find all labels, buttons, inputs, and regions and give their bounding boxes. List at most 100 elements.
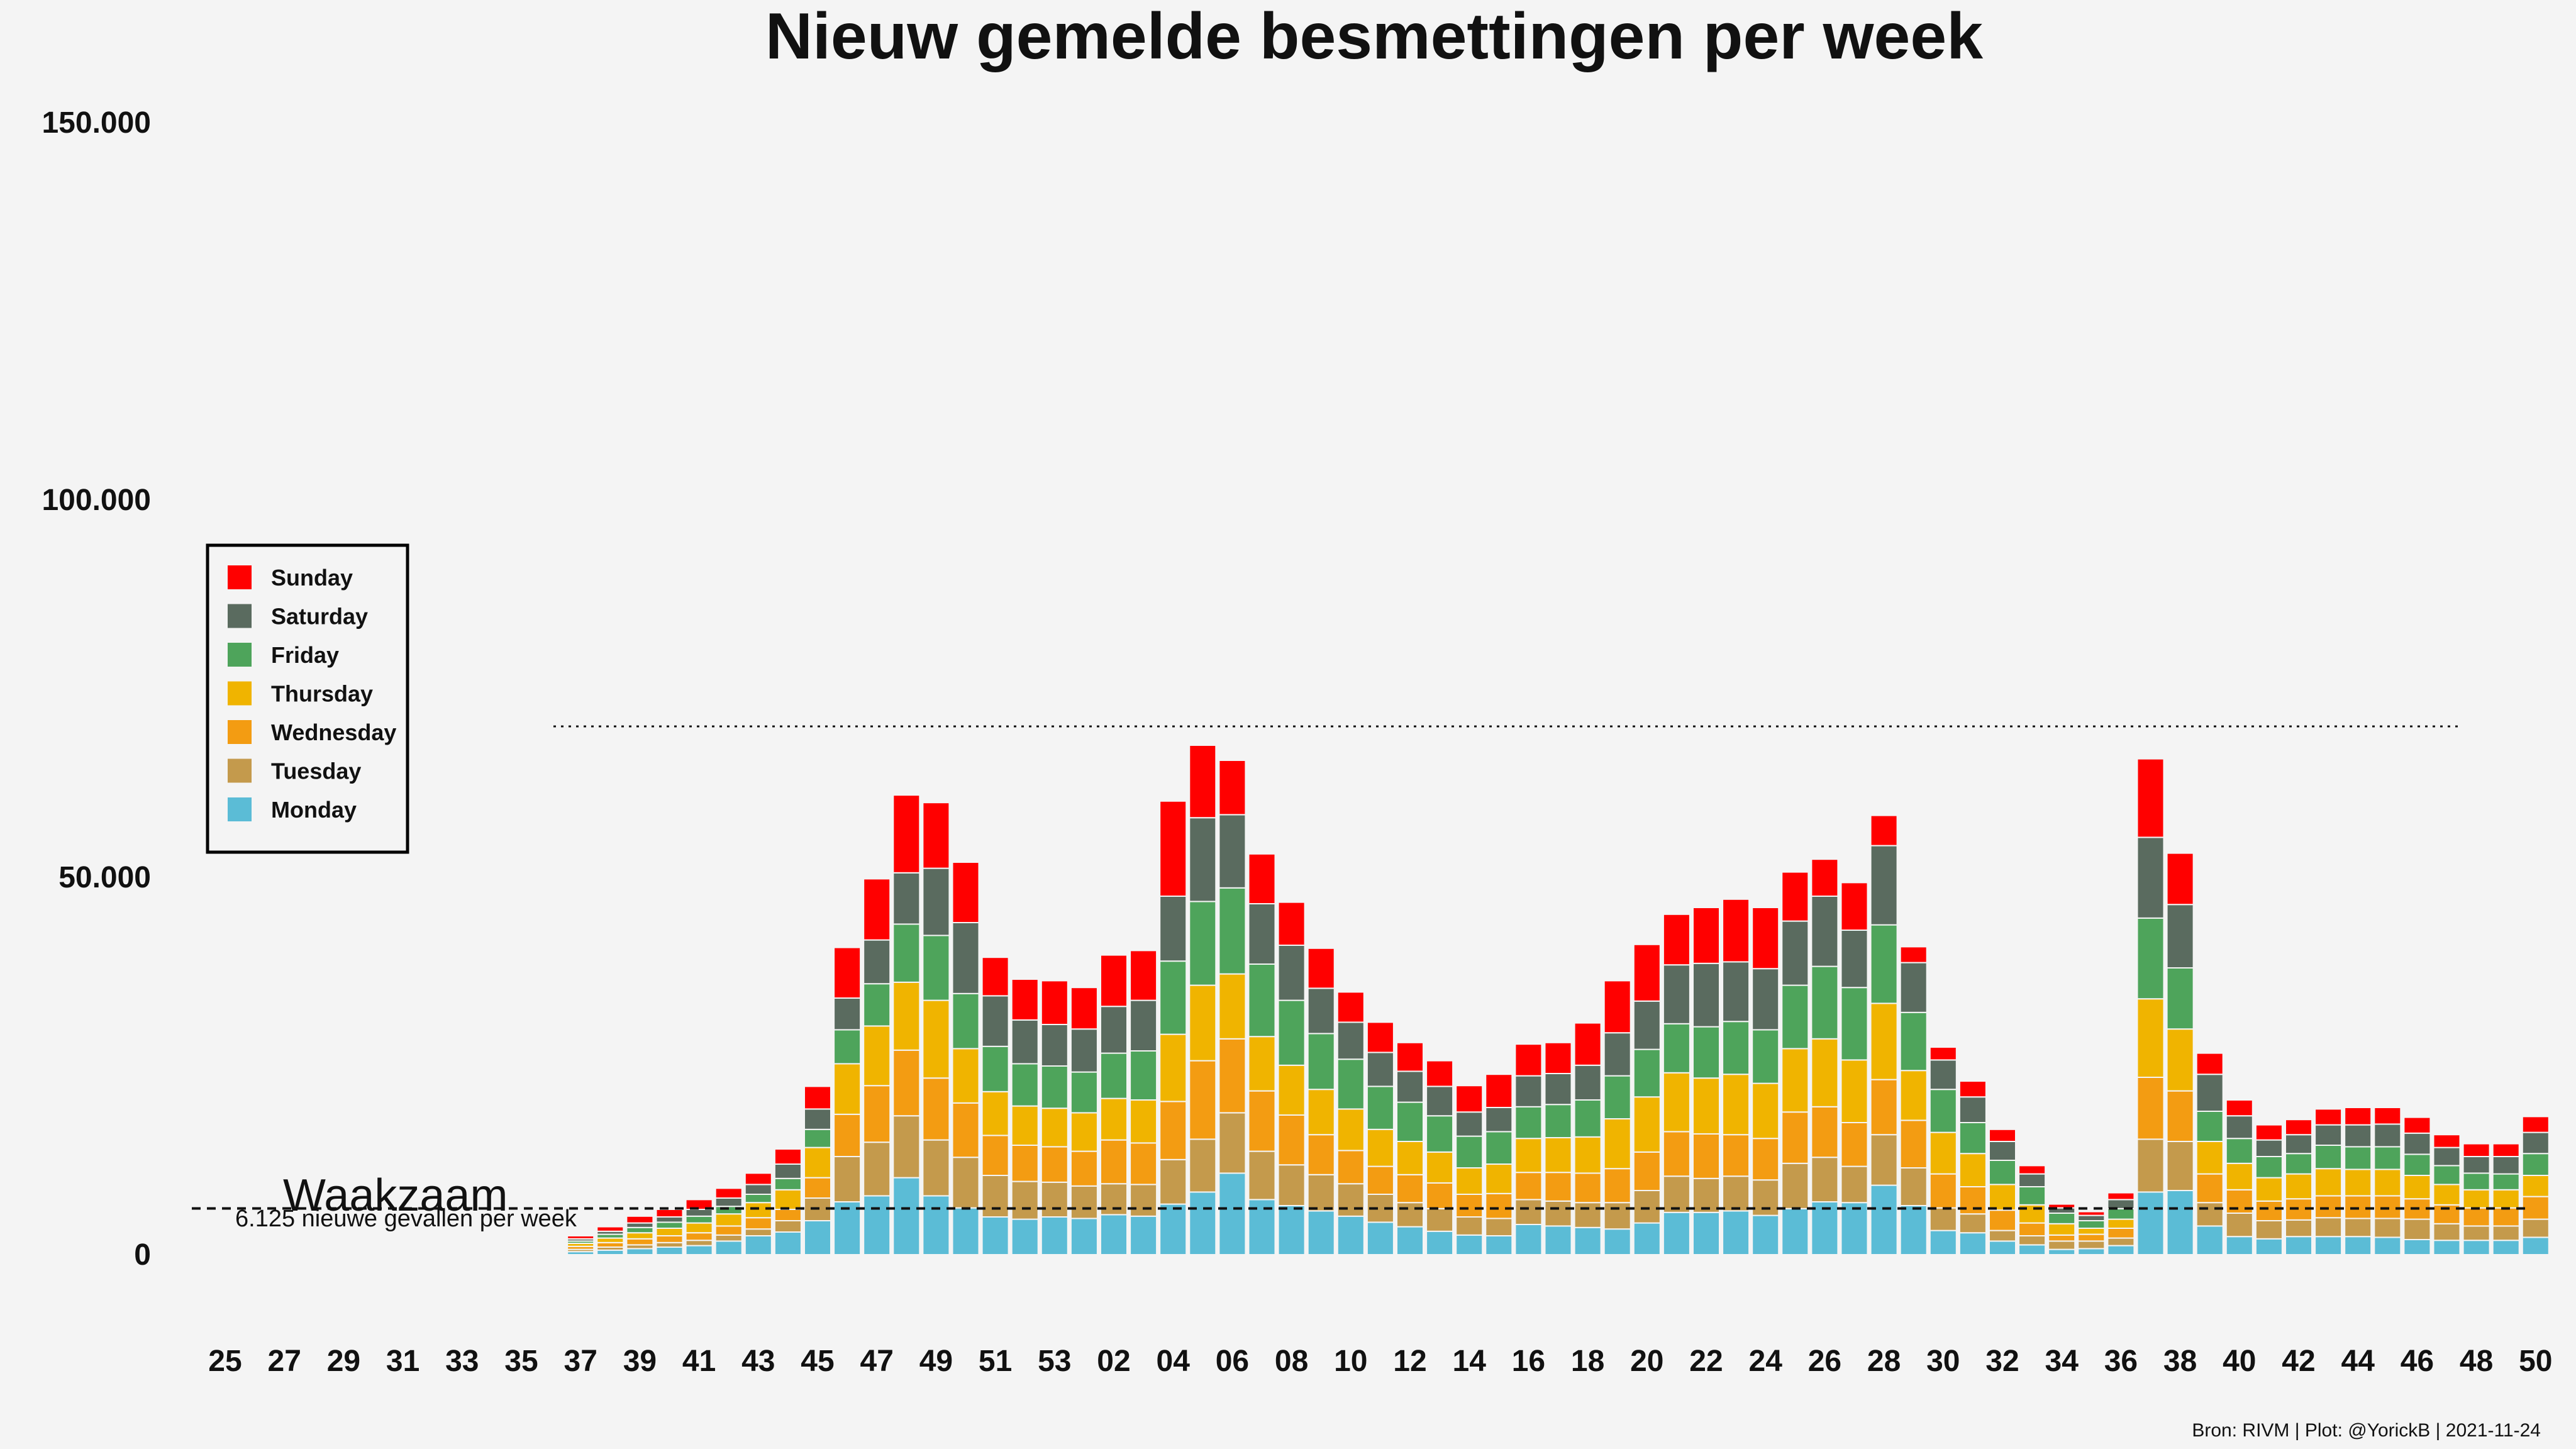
bar-segment-saturday-week-02 bbox=[1100, 1006, 1128, 1054]
bar-segment-saturday-week-29 bbox=[1899, 962, 1928, 1013]
bar-segment-wednesday-week-28 bbox=[1870, 1079, 1898, 1136]
bar-segment-monday-week-32 bbox=[1989, 1240, 2016, 1256]
bar-segment-saturday-week-04 bbox=[1159, 896, 1187, 962]
legend-label-thursday: Thursday bbox=[271, 681, 373, 707]
bar-segment-tuesday-week-13 bbox=[1426, 1208, 1454, 1232]
bar-segment-sunday-week-48 bbox=[892, 794, 921, 874]
bar-segment-monday-week-33 bbox=[2018, 1244, 2046, 1256]
bar-segment-wednesday-week-41 bbox=[685, 1232, 713, 1241]
bar-segment-sunday-week-34 bbox=[2048, 1203, 2076, 1209]
x-tick-label: 35 bbox=[504, 1345, 538, 1378]
bar-segment-friday-week-07 bbox=[1248, 963, 1276, 1038]
legend: Sunday Saturday Friday Thursday Wednesday Tue… bbox=[206, 543, 409, 854]
bar-segment-saturday-week-27 bbox=[1840, 930, 1868, 989]
bar-segment-tuesday-week-46 bbox=[833, 1156, 862, 1202]
x-tick-label: 47 bbox=[860, 1345, 894, 1378]
bar-segment-saturday-week-43 bbox=[744, 1184, 772, 1196]
x-tick-label: 26 bbox=[1808, 1345, 1841, 1378]
bar-segment-tuesday-week-44 bbox=[2344, 1218, 2372, 1238]
bar-segment-sunday-week-04 bbox=[1159, 800, 1187, 897]
bar-segment-wednesday-week-16 bbox=[1514, 1172, 1543, 1201]
bar-segment-tuesday-week-30 bbox=[1929, 1207, 1957, 1231]
bar-segment-monday-week-17 bbox=[1544, 1225, 1572, 1256]
bar-segment-sunday-week-06 bbox=[1218, 760, 1246, 816]
bar-segment-monday-week-42 bbox=[714, 1240, 743, 1256]
x-tick-label: 34 bbox=[2045, 1345, 2079, 1378]
bar-segment-wednesday-week-20 bbox=[1633, 1151, 1661, 1192]
bar-segment-saturday-week-49 bbox=[2492, 1156, 2520, 1175]
bar-segment-sunday-week-45 bbox=[2373, 1107, 2402, 1125]
bar-segment-wednesday-week-07 bbox=[1248, 1090, 1276, 1152]
bar-segment-friday-week-46 bbox=[2403, 1153, 2431, 1177]
x-tick-label: 51 bbox=[979, 1345, 1012, 1378]
bar-segment-wednesday-week-38 bbox=[596, 1241, 625, 1248]
x-tick-label: 43 bbox=[741, 1345, 775, 1378]
bar-segment-wednesday-week-40 bbox=[655, 1235, 684, 1243]
bar-segment-wednesday-week-12 bbox=[1396, 1174, 1424, 1204]
threshold-annotation: Waakzaam 6.125 nieuwe gevallen per week bbox=[235, 1170, 577, 1232]
bar-segment-wednesday-week-08 bbox=[1277, 1114, 1306, 1166]
bar-segment-thursday-week-44 bbox=[774, 1189, 802, 1211]
bar-segment-tuesday-week-48 bbox=[892, 1115, 921, 1179]
bar-segment-tuesday-week-05 bbox=[1189, 1138, 1217, 1193]
bar-segment-friday-week-25 bbox=[1781, 984, 1809, 1050]
bar-segment-sunday-week-52 bbox=[1011, 979, 1039, 1021]
bar-segment-tuesday-week-15 bbox=[1485, 1218, 1513, 1237]
bar-segment-thursday-week-49 bbox=[922, 999, 950, 1079]
bar-segment-sunday-week-09 bbox=[1307, 947, 1335, 989]
x-tick-label: 44 bbox=[2341, 1345, 2375, 1378]
bar-segment-thursday-week-52 bbox=[1011, 1105, 1039, 1146]
bar-segment-tuesday-week-47 bbox=[2433, 1223, 2461, 1241]
bar-segment-tuesday-week-09 bbox=[1307, 1174, 1335, 1212]
bar-segment-wednesday-week-49 bbox=[922, 1077, 950, 1141]
x-tick-label: 24 bbox=[1749, 1345, 1783, 1378]
bar-segment-saturday-week-44 bbox=[774, 1163, 802, 1179]
bar-segment-wednesday-week-04 bbox=[1159, 1101, 1187, 1160]
x-tick-label: 14 bbox=[1453, 1345, 1487, 1378]
bar-segment-saturday-week-47 bbox=[2433, 1146, 2461, 1167]
bar-segment-tuesday-week-40 bbox=[655, 1241, 684, 1248]
bar-segment-sunday-week-05 bbox=[1189, 745, 1217, 819]
bar-segment-friday-week-44 bbox=[2344, 1146, 2372, 1170]
bar-segment-saturday-week-10 bbox=[1336, 1021, 1365, 1060]
x-tick-label: 02 bbox=[1097, 1345, 1130, 1378]
bar-segment-monday-week-09 bbox=[1307, 1210, 1335, 1256]
bar-segment-friday-week-48 bbox=[892, 923, 921, 983]
bar-segment-sunday-week-29 bbox=[1899, 946, 1928, 963]
bar-segment-sunday-week-03 bbox=[1130, 950, 1158, 1001]
bar-segment-wednesday-week-05 bbox=[1189, 1060, 1217, 1140]
bar-segment-thursday-week-13 bbox=[1426, 1151, 1454, 1184]
bar-segment-wednesday-week-02 bbox=[1100, 1139, 1128, 1185]
bar-segment-monday-week-48 bbox=[892, 1177, 921, 1255]
bar-segment-wednesday-week-01 bbox=[1070, 1150, 1098, 1187]
bar-segment-sunday-week-20 bbox=[1633, 943, 1661, 1002]
bar-segment-monday-week-35 bbox=[2077, 1248, 2106, 1256]
x-tick-label: 10 bbox=[1334, 1345, 1367, 1378]
bar-segment-thursday-week-32 bbox=[1989, 1184, 2016, 1211]
bar-segment-monday-week-40 bbox=[655, 1246, 684, 1255]
bar-segment-friday-week-43 bbox=[744, 1194, 772, 1204]
bars bbox=[567, 745, 2550, 1256]
bar-segment-thursday-week-24 bbox=[1752, 1082, 1780, 1140]
bar-segment-tuesday-week-39 bbox=[2196, 1202, 2224, 1227]
bar-segment-sunday-week-25 bbox=[1781, 871, 1809, 922]
bar-segment-thursday-week-23 bbox=[1722, 1074, 1750, 1136]
x-tick-label: 41 bbox=[682, 1345, 716, 1378]
bar-segment-friday-week-39 bbox=[626, 1226, 654, 1234]
bar-segment-friday-week-39 bbox=[2196, 1111, 2224, 1142]
bar-segment-friday-week-10 bbox=[1336, 1058, 1365, 1110]
bar-segment-friday-week-21 bbox=[1662, 1023, 1690, 1074]
bar-segment-friday-week-06 bbox=[1218, 887, 1246, 975]
bar-segment-sunday-week-22 bbox=[1692, 907, 1720, 964]
bar-segment-wednesday-week-37 bbox=[2136, 1077, 2165, 1140]
bar-segment-wednesday-week-10 bbox=[1336, 1150, 1365, 1185]
bar-segment-saturday-week-50 bbox=[952, 922, 980, 994]
bar-segment-saturday-week-20 bbox=[1633, 1000, 1661, 1050]
bar-segment-saturday-week-09 bbox=[1307, 987, 1335, 1035]
bar-segment-sunday-week-43 bbox=[744, 1172, 772, 1185]
bar-segment-thursday-week-01 bbox=[1070, 1112, 1098, 1152]
x-tick-label: 30 bbox=[1926, 1345, 1960, 1378]
bar-segment-friday-week-22 bbox=[1692, 1026, 1720, 1079]
bar-segment-wednesday-week-38 bbox=[2166, 1090, 2194, 1142]
bar-segment-monday-week-50 bbox=[952, 1207, 980, 1255]
